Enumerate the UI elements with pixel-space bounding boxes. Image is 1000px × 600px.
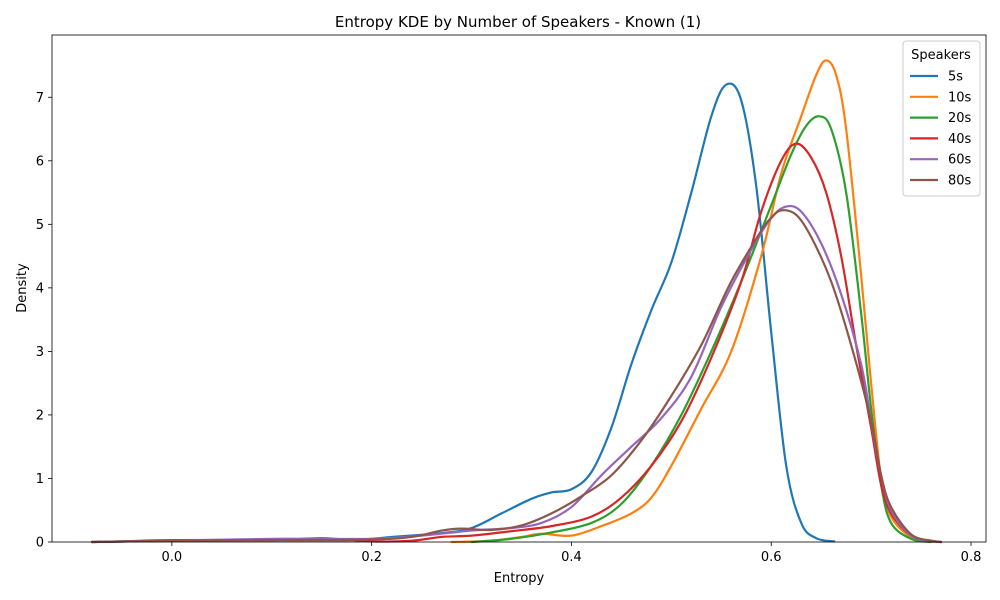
x-axis-label: Entropy <box>494 571 545 586</box>
y-tick-label: 6 <box>36 154 44 169</box>
y-axis-label: Density <box>15 263 30 313</box>
legend-label-10s: 10s <box>948 90 972 105</box>
y-tick-label: 3 <box>36 345 44 360</box>
legend-label-5s: 5s <box>948 70 963 85</box>
legend-label-80s: 80s <box>948 174 972 189</box>
x-tick-label: 0.8 <box>961 550 982 565</box>
legend-label-20s: 20s <box>948 111 972 126</box>
series-lines <box>90 59 943 544</box>
plot-frame <box>51 34 987 543</box>
y-axis-ticks: 0 1 2 3 4 5 6 7 <box>36 91 52 551</box>
series-line-5s <box>90 82 836 544</box>
x-tick-label: 0.4 <box>561 550 582 565</box>
y-tick-label: 2 <box>36 408 44 423</box>
series-line-60s <box>90 204 943 544</box>
legend-items: 5s 10s 20s 40s 60s 80s <box>910 70 972 189</box>
series-line-20s <box>470 115 933 544</box>
series-line-80s <box>90 209 943 544</box>
series-line-10s <box>450 59 943 544</box>
x-tick-label: 0.6 <box>761 550 782 565</box>
y-tick-label: 7 <box>36 91 44 106</box>
legend-box <box>902 40 981 197</box>
y-tick-label: 4 <box>36 281 44 296</box>
legend-label-40s: 40s <box>948 132 972 147</box>
y-tick-label: 1 <box>36 472 44 487</box>
legend-title: Speakers <box>911 48 971 63</box>
x-axis-ticks: 0.0 0.2 0.4 0.6 0.8 <box>162 542 982 565</box>
series-line-40s <box>90 142 943 544</box>
x-tick-label: 0.0 <box>162 550 183 565</box>
legend: Speakers 5s 10s 20s 40s 60s 80s <box>902 40 981 197</box>
chart-title: Entropy KDE by Number of Speakers - Know… <box>335 13 701 31</box>
y-tick-label: 5 <box>36 218 44 233</box>
legend-label-60s: 60s <box>948 153 972 168</box>
y-tick-label: 0 <box>36 536 44 551</box>
x-tick-label: 0.2 <box>361 550 382 565</box>
